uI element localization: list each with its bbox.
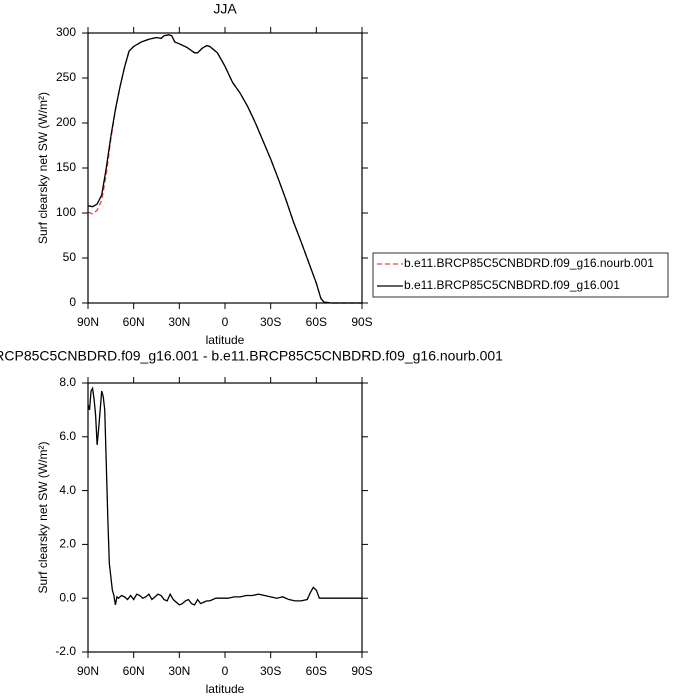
x-tick-label: 30N — [168, 315, 190, 329]
x-tick-label: 60S — [306, 664, 327, 678]
x-tick-label: 30S — [260, 664, 281, 678]
x-tick-label: 60S — [306, 315, 327, 329]
y-tick-label: 4.0 — [59, 483, 76, 497]
x-tick-label: 0 — [222, 664, 229, 678]
y-tick-label: 2.0 — [59, 537, 76, 551]
x-tick-label: 0 — [222, 315, 229, 329]
x-tick-label: 30N — [168, 664, 190, 678]
x-tick-label: 60N — [123, 315, 145, 329]
plot-frame — [87, 32, 363, 304]
y-tick-label: 100 — [56, 205, 76, 219]
x-tick-label: 90S — [351, 315, 372, 329]
y-tick-label: 150 — [56, 160, 76, 174]
y-tick-label: 0 — [69, 295, 76, 309]
y-tick-label: 200 — [56, 115, 76, 129]
x-tick-label: 90S — [351, 664, 372, 678]
y-axis-label: Surf clearsky net SW (W/m²) — [36, 92, 50, 244]
x-tick-label: 30S — [260, 315, 281, 329]
y-tick-label: 300 — [56, 25, 76, 39]
chart-title: b.e11.BRCP85C5CNBDRD.f09_g16.001 - b.e11… — [0, 348, 503, 364]
y-tick-label: 0.0 — [59, 590, 76, 604]
y-tick-label: 250 — [56, 70, 76, 84]
y-tick-label: 6.0 — [59, 429, 76, 443]
legend-box — [372, 252, 669, 298]
series-line — [87, 386, 362, 606]
series-line — [87, 34, 362, 304]
series-line — [87, 34, 362, 304]
x-axis-label: latitude — [206, 682, 245, 696]
chart-title: JJA — [213, 1, 237, 17]
x-tick-label: 90N — [77, 315, 99, 329]
y-tick-label: 8.0 — [59, 375, 76, 389]
x-tick-label: 90N — [77, 664, 99, 678]
x-axis-label: latitude — [206, 333, 245, 347]
plot-frame — [87, 382, 363, 653]
legend-label: b.e11.BRCP85C5CNBDRD.f09_g16.001 — [404, 278, 620, 292]
legend-label: b.e11.BRCP85C5CNBDRD.f09_g16.nourb.001 — [404, 256, 654, 270]
x-tick-label: 60N — [123, 664, 145, 678]
y-axis-label: Surf clearsky net SW (W/m²) — [36, 441, 50, 593]
y-tick-label: -2.0 — [55, 644, 76, 658]
y-tick-label: 50 — [63, 250, 77, 264]
